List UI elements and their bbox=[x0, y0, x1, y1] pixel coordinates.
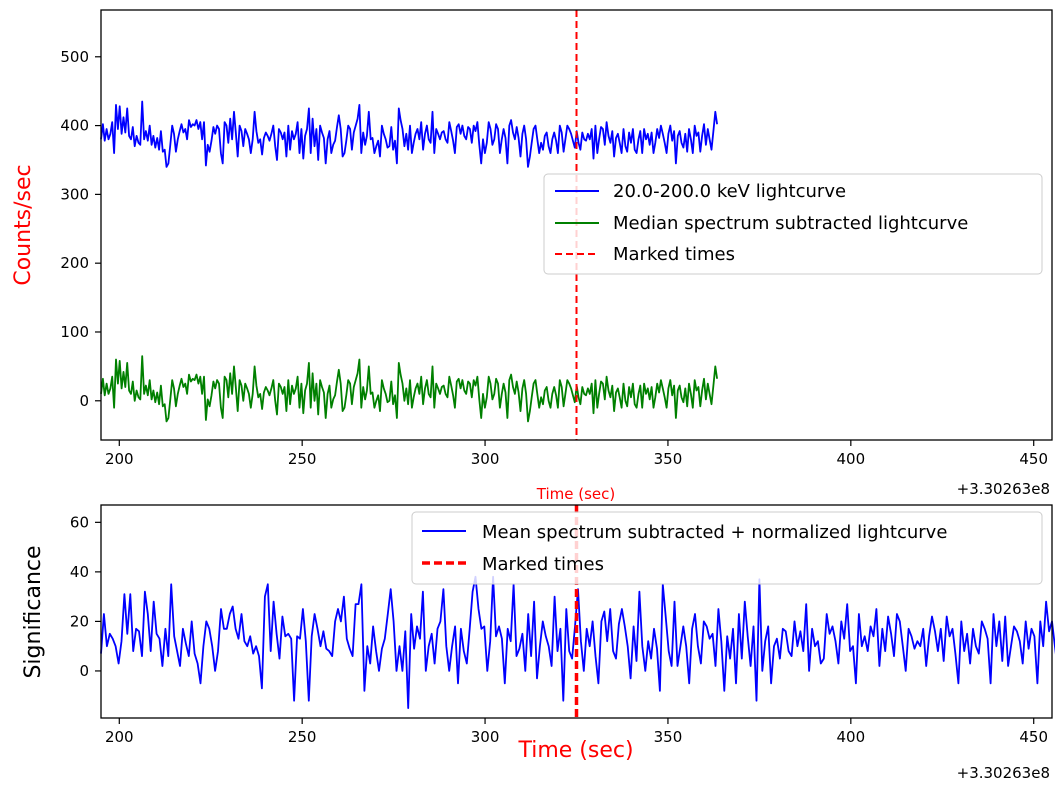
bottom-xtick-label: 350 bbox=[654, 728, 683, 746]
top-xticks: 200 250 300 350 400 450 bbox=[105, 440, 1048, 468]
bottom-ytick-label: 60 bbox=[70, 513, 89, 531]
top-legend-label-lightcurve: 20.0-200.0 keV lightcurve bbox=[613, 181, 846, 202]
top-x-axis-label: Time (sec) bbox=[536, 485, 615, 503]
bottom-xtick-label: 250 bbox=[288, 728, 317, 746]
top-ytick-label: 300 bbox=[60, 185, 89, 203]
bottom-ytick-label: 0 bbox=[79, 662, 89, 680]
bottom-ytick-label: 40 bbox=[70, 563, 89, 581]
bottom-legend-label-lightcurve: Mean spectrum subtracted + normalized li… bbox=[482, 522, 947, 543]
bottom-x-axis-label: Time (sec) bbox=[517, 738, 633, 763]
bottom-legend-label-marked: Marked times bbox=[482, 554, 604, 575]
top-series-group bbox=[100, 100, 718, 423]
bottom-yticks: 0 20 40 60 bbox=[70, 513, 101, 680]
bottom-legend-box bbox=[411, 511, 1043, 585]
top-xtick-label: 250 bbox=[288, 450, 317, 468]
bottom-series-line-lightcurve bbox=[100, 575, 1055, 709]
top-legend-box bbox=[543, 173, 1043, 275]
bottom-ytick-label: 20 bbox=[70, 612, 89, 630]
top-xtick-label: 300 bbox=[471, 450, 500, 468]
top-legend-label-median: Median spectrum subtracted lightcurve bbox=[613, 213, 968, 234]
bottom-series-group bbox=[100, 575, 1055, 709]
bottom-x-offset-label: +3.30263e8 bbox=[957, 764, 1050, 782]
bottom-legend: Mean spectrum subtracted + normalized li… bbox=[411, 511, 1043, 585]
bottom-xtick-label: 450 bbox=[1019, 728, 1048, 746]
bottom-y-axis-label: Significance bbox=[21, 545, 46, 678]
bottom-xtick-label: 400 bbox=[837, 728, 866, 746]
top-ytick-label: 200 bbox=[60, 254, 89, 272]
top-xtick-label: 400 bbox=[837, 450, 866, 468]
top-legend-label-marked: Marked times bbox=[613, 244, 735, 265]
top-ytick-label: 500 bbox=[60, 48, 89, 66]
top-legend: 20.0-200.0 keV lightcurve Median spectru… bbox=[543, 173, 1043, 275]
bottom-xtick-label: 300 bbox=[471, 728, 500, 746]
top-ytick-label: 0 bbox=[79, 392, 89, 410]
bottom-xticks: 200 250 300 350 400 450 bbox=[105, 718, 1048, 746]
top-yticks: 0 100 200 300 400 500 bbox=[60, 48, 101, 410]
bottom-plot-frame bbox=[100, 504, 1053, 719]
bottom-xtick-label: 200 bbox=[105, 728, 134, 746]
top-y-axis-label: Counts/sec bbox=[11, 164, 36, 285]
top-ytick-label: 400 bbox=[60, 117, 89, 135]
top-xtick-label: 350 bbox=[654, 450, 683, 468]
top-plot-frame bbox=[100, 9, 1053, 441]
top-x-offset-label: +3.30263e8 bbox=[957, 480, 1050, 498]
top-ytick-label: 100 bbox=[60, 323, 89, 341]
top-panel: 200 250 300 350 400 450 0 100 200 300 400 500 Coun… bbox=[11, 9, 1053, 503]
top-xtick-label: 200 bbox=[105, 450, 134, 468]
top-xtick-label: 450 bbox=[1019, 450, 1048, 468]
top-series-line-median bbox=[100, 355, 718, 423]
top-series-line-lightcurve bbox=[100, 100, 718, 168]
